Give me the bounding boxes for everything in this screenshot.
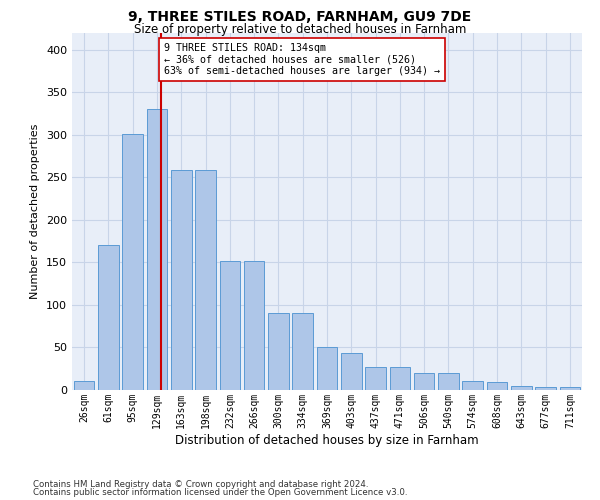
Bar (389, 367, 410, 390)
Bar (171, 170, 191, 390)
Text: Contains HM Land Registry data © Crown copyright and database right 2024.: Contains HM Land Registry data © Crown c… (33, 480, 368, 489)
Bar (146, 109, 167, 390)
Text: 9, THREE STILES ROAD, FARNHAM, GU9 7DE: 9, THREE STILES ROAD, FARNHAM, GU9 7DE (128, 10, 472, 24)
Bar (463, 382, 483, 390)
Bar (98, 246, 119, 390)
Bar (122, 134, 143, 390)
Text: 9 THREE STILES ROAD: 134sqm
← 36% of detached houses are smaller (526)
63% of se: 9 THREE STILES ROAD: 134sqm ← 36% of det… (164, 42, 440, 76)
Bar (244, 260, 265, 390)
Text: Size of property relative to detached houses in Farnham: Size of property relative to detached ho… (134, 22, 466, 36)
X-axis label: Distribution of detached houses by size in Farnham: Distribution of detached houses by size … (175, 434, 479, 446)
Bar (414, 373, 434, 390)
Bar (511, 386, 532, 390)
Bar (487, 382, 508, 390)
Bar (195, 170, 216, 390)
Y-axis label: Number of detached properties: Number of detached properties (31, 124, 40, 299)
Bar (292, 314, 313, 390)
Text: Contains public sector information licensed under the Open Government Licence v3: Contains public sector information licen… (33, 488, 407, 497)
Bar (268, 314, 289, 390)
Bar (74, 382, 94, 390)
Bar (220, 260, 240, 390)
Bar (365, 367, 386, 390)
Bar (535, 388, 556, 390)
Bar (438, 373, 459, 390)
Bar (560, 388, 580, 390)
Bar (341, 354, 362, 390)
Bar (317, 348, 337, 390)
